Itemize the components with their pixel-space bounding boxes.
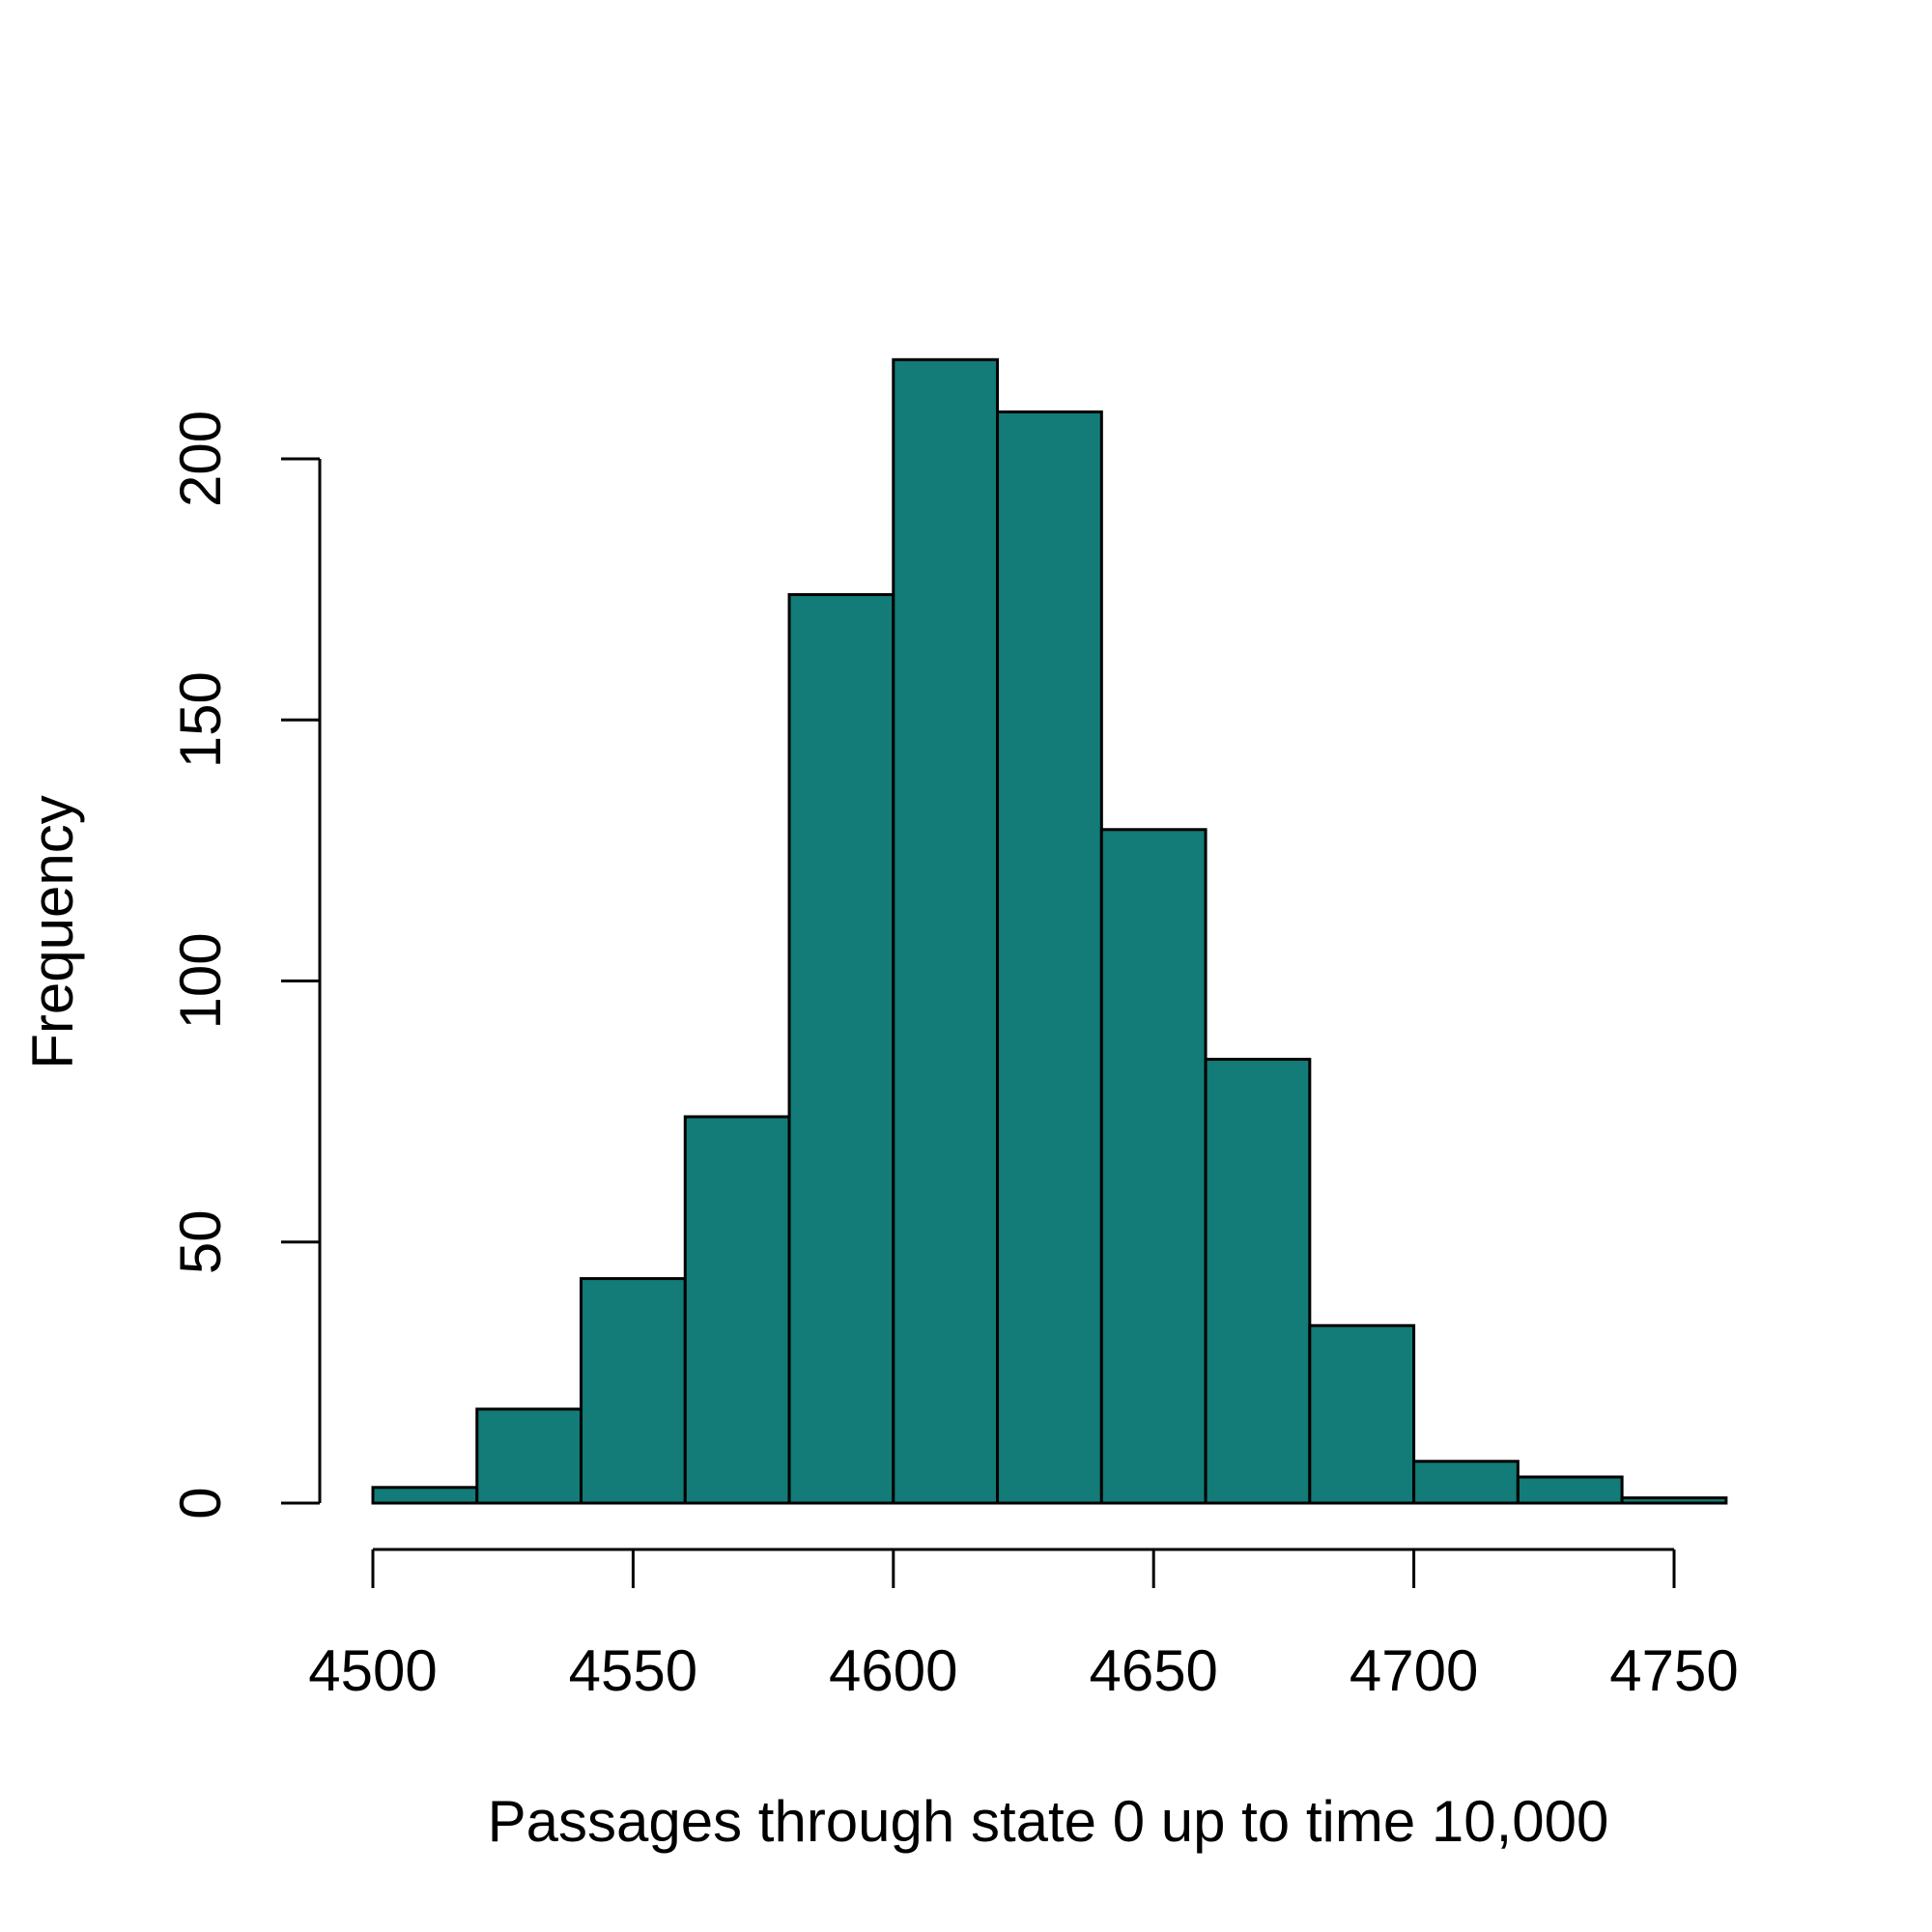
x-axis: 4500 4550 4600 4650 4700 4750 [308, 1548, 1739, 1703]
y-tick-label: 0 [168, 1487, 233, 1519]
histogram-bar [580, 1277, 687, 1505]
x-tick-label: 4600 [829, 1638, 957, 1703]
y-axis-label: Frequency [20, 795, 85, 1068]
histogram-bar [787, 593, 895, 1505]
histogram-bar [1308, 1323, 1416, 1505]
histogram-bar [1516, 1475, 1624, 1505]
x-tick-label: 4650 [1089, 1638, 1217, 1703]
histogram-bar [996, 410, 1103, 1505]
histogram-bar [1204, 1058, 1312, 1505]
histogram-bar [1099, 828, 1208, 1505]
y-tick-label: 100 [168, 932, 233, 1029]
histogram-bar [1412, 1460, 1520, 1505]
x-tick-label: 4500 [308, 1638, 437, 1703]
y-tick-label: 150 [168, 671, 233, 768]
x-axis-label: Passages through state 0 up to time 10,0… [488, 1789, 1609, 1854]
y-tick-label: 50 [168, 1209, 233, 1274]
histogram-bar [475, 1407, 583, 1505]
y-tick-label: 200 [168, 411, 233, 507]
bars-group [371, 357, 1728, 1505]
x-tick-label: 4700 [1350, 1638, 1478, 1703]
histogram-bar [371, 1486, 479, 1505]
x-tick-label: 4750 [1609, 1638, 1738, 1703]
histogram-bar [1620, 1496, 1728, 1505]
histogram-bar [683, 1115, 791, 1505]
histogram-bar [892, 357, 1000, 1505]
y-axis: 0 50 100 150 200 [168, 411, 322, 1520]
x-tick-label: 4550 [569, 1638, 697, 1703]
